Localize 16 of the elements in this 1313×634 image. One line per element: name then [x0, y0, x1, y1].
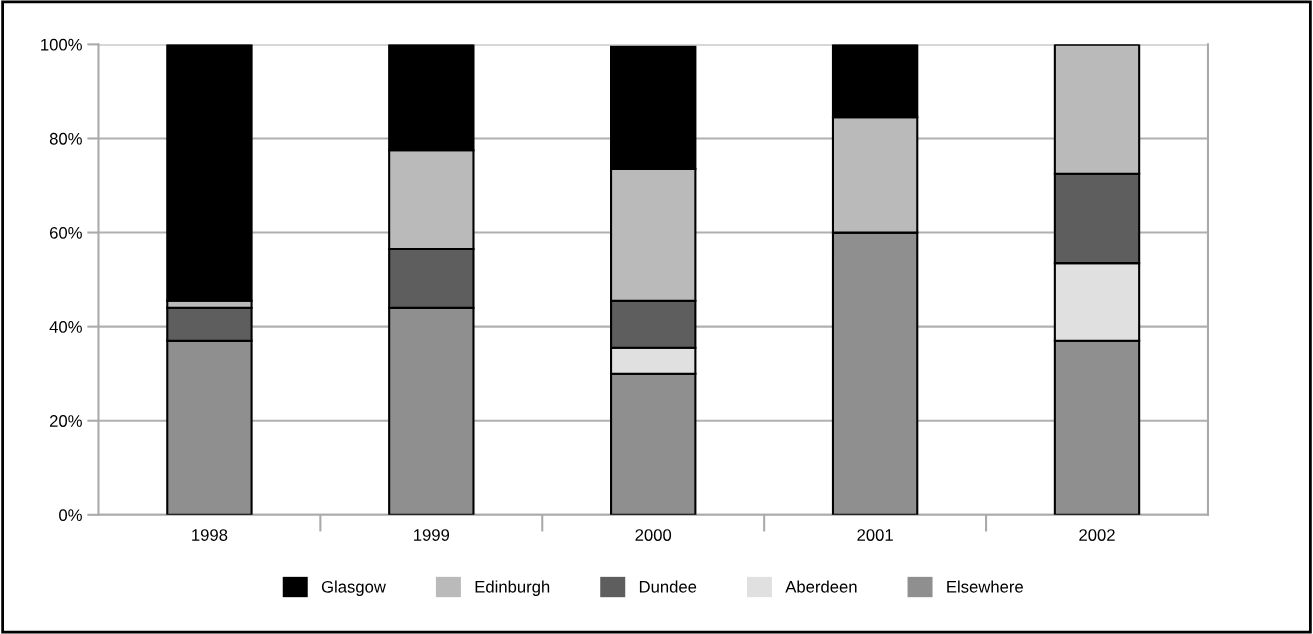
x-tick-label: 2000: [635, 529, 672, 541]
y-tick-label: 100%: [41, 38, 82, 51]
x-tick-label: 2002: [1079, 529, 1115, 541]
legend-label: Dundee: [639, 580, 697, 593]
y-tick-label: 0%: [59, 509, 82, 522]
y-tick-label: 80%: [49, 132, 82, 145]
legend-label: Aberdeen: [785, 580, 857, 593]
x-tick-label: 2001: [857, 529, 893, 541]
y-tick-label: 20%: [49, 415, 82, 427]
y-tick-label: 60%: [49, 226, 82, 239]
legend-label: Elsewhere: [947, 580, 1023, 593]
y-tick-label: 40%: [49, 321, 82, 333]
legend-label: Edinburgh: [475, 580, 550, 596]
x-tick-label: 1999: [414, 529, 450, 541]
legend-label: Glasgow: [321, 580, 386, 596]
x-tick-label: 1998: [192, 529, 228, 541]
